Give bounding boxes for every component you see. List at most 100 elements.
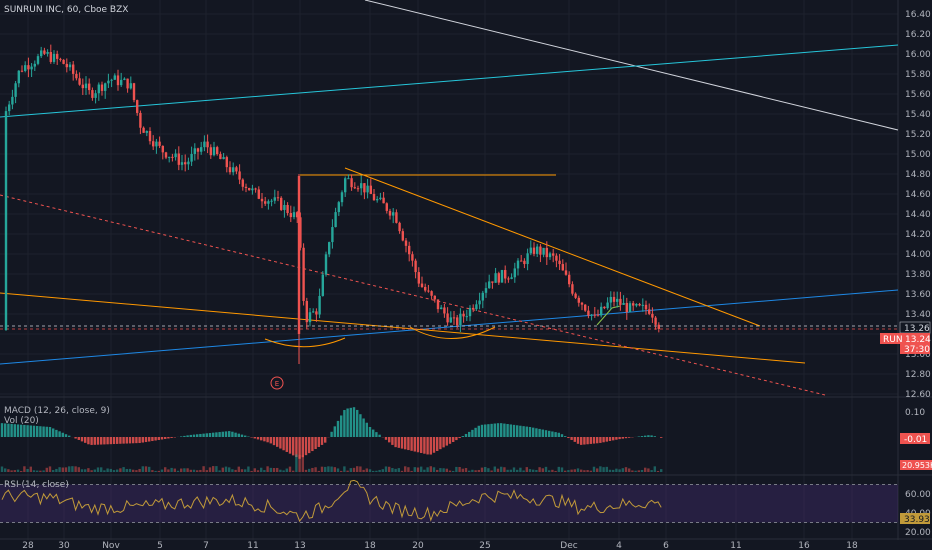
price-tick: 15.40	[905, 110, 931, 120]
volume-bar	[455, 466, 458, 472]
candle-body	[184, 162, 187, 165]
macd-bar	[404, 437, 407, 450]
candle-body	[360, 183, 363, 189]
volume-bar	[586, 470, 589, 472]
candle-body	[219, 154, 222, 160]
macd-bar	[592, 437, 596, 444]
candle-body	[209, 147, 212, 156]
macd-bar	[359, 414, 362, 437]
macd-bar	[372, 429, 375, 437]
macd-bar	[557, 432, 560, 437]
macd-bar	[452, 437, 455, 443]
candle-body	[84, 83, 88, 89]
candle-body	[107, 80, 110, 84]
candle-body	[644, 304, 648, 310]
price-tick: 16.40	[905, 10, 931, 20]
trendline-blue	[0, 289, 899, 365]
volume-bar	[653, 466, 656, 472]
volume-bar	[311, 467, 314, 472]
rsi-pane-label[interactable]: RSI (14, close)	[4, 480, 69, 490]
volume-bar	[532, 469, 535, 472]
candle-body	[75, 73, 78, 79]
time-tick: 18	[364, 541, 376, 550]
volume-bar	[109, 468, 112, 472]
volume-bar	[493, 466, 496, 472]
countdown-label: 37:30	[904, 345, 930, 355]
candle-body	[297, 176, 301, 334]
macd-bar	[93, 437, 96, 445]
candle-body	[628, 303, 632, 313]
candle-body	[523, 260, 526, 265]
macd-bar	[477, 425, 480, 437]
volume-bar	[509, 469, 512, 472]
macd-bar	[650, 435, 653, 437]
time-tick: 13	[294, 541, 305, 550]
dashed-trendline	[0, 194, 826, 396]
volume-bar	[103, 470, 106, 472]
volume-bar	[516, 469, 519, 472]
macd-pane-label[interactable]: MACD (12, 26, close, 9)	[4, 406, 110, 416]
candle-body	[606, 302, 609, 309]
volume-bar	[503, 467, 506, 472]
volume-bar	[256, 470, 260, 472]
macd-bar	[285, 437, 288, 452]
macd-bar	[628, 437, 631, 438]
macd-bar	[391, 437, 394, 445]
volume-bar	[439, 468, 442, 472]
macd-bar	[410, 437, 413, 451]
candle-body	[4, 111, 8, 330]
candle-body	[324, 254, 328, 275]
macd-bar	[554, 432, 557, 437]
macd-bar	[154, 437, 157, 441]
candle-body	[132, 83, 136, 101]
price-tick: 15.60	[905, 90, 931, 100]
candle-body	[97, 84, 100, 94]
candle-body	[152, 141, 155, 147]
candle-body	[280, 197, 283, 210]
volume-bar	[551, 469, 554, 472]
volume-bar	[573, 469, 576, 472]
macd-bar	[208, 433, 212, 437]
price-axis[interactable]: 16.40 16.20 16.00 15.80 15.60 15.40 15.20 15.00…	[905, 10, 931, 400]
volume-bar	[260, 467, 263, 472]
symbol-title[interactable]: SUNRUN INC, 60, Cboe BZX	[4, 5, 128, 15]
macd-bar	[352, 407, 356, 437]
volume-bar	[77, 467, 80, 472]
candle-body	[488, 281, 491, 289]
candle-body	[43, 50, 46, 54]
volume-pane-label[interactable]: Vol (20)	[4, 416, 39, 426]
volume-bar	[336, 468, 340, 472]
volume-bar	[228, 467, 231, 472]
candle-body	[552, 253, 555, 256]
time-tick: 25	[479, 541, 490, 550]
candle-body	[424, 286, 427, 291]
candle-body	[312, 311, 315, 313]
candle-body	[110, 79, 113, 81]
macd-bar	[551, 431, 554, 437]
time-axis[interactable]: 28 30 Nov 5 7 11 13 18 20 25 Dec 4 6 11 16 18	[22, 541, 858, 550]
volume-bar	[464, 468, 468, 472]
macd-bar	[541, 429, 544, 437]
volume-bar	[624, 467, 628, 472]
macd-bar	[106, 437, 109, 445]
trendline-resistance	[344, 167, 761, 327]
volume-bar	[423, 469, 426, 472]
candle-body	[382, 197, 385, 204]
macd-bar	[647, 435, 650, 437]
volume-bar	[234, 469, 237, 472]
macd-bar	[32, 425, 36, 437]
macd-bar	[442, 437, 445, 448]
volume-bar	[292, 470, 295, 472]
macd-bar	[320, 437, 324, 445]
macd-bar	[288, 437, 292, 454]
macd-bar	[29, 425, 32, 437]
macd-bar	[640, 436, 644, 437]
macd-bar	[244, 435, 247, 437]
candle-body	[385, 203, 388, 211]
price-tick: 15.80	[905, 70, 931, 80]
macd-bar	[564, 436, 567, 437]
earnings-icon[interactable]	[270, 376, 284, 390]
volume-bar	[480, 467, 484, 472]
macd-bar	[224, 431, 228, 437]
